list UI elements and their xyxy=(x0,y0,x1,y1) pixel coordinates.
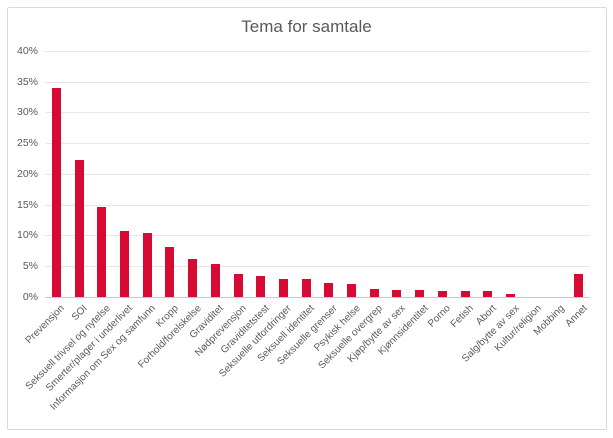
y-axis-tick-label: 5% xyxy=(22,260,38,272)
chart-border xyxy=(7,7,607,430)
x-axis-line xyxy=(45,297,590,298)
y-axis-tick-label: 35% xyxy=(16,76,38,88)
gridline xyxy=(45,174,590,175)
bar-seksuelle-overgrep xyxy=(370,289,379,297)
bar-forhold-forelskelse xyxy=(188,259,197,297)
bar-psykisk-helse xyxy=(347,284,356,297)
bar-kropp xyxy=(165,247,174,297)
gridline xyxy=(45,235,590,236)
bar-smerter-plager-i-underlivet xyxy=(120,231,129,297)
y-axis-tick-label: 20% xyxy=(16,168,38,180)
gridline xyxy=(45,143,590,144)
bar-seksuell-trivsel-og-nytelse xyxy=(97,207,106,297)
y-axis-tick-label: 15% xyxy=(16,199,38,211)
bar-graviditetstest xyxy=(256,276,265,297)
bar-graviditet xyxy=(211,264,220,297)
bar-fetish xyxy=(461,291,470,297)
bar-soi xyxy=(75,160,84,297)
bar-porno xyxy=(438,291,447,297)
y-axis-tick-label: 30% xyxy=(16,106,38,118)
y-axis-tick-label: 10% xyxy=(16,229,38,241)
chart-title: Tema for samtale xyxy=(241,17,372,36)
bar-seksuell-identitet xyxy=(302,279,311,297)
bar-kj-nnsidentitet xyxy=(415,290,424,297)
y-axis-tick-label: 25% xyxy=(16,137,38,149)
bar-kj-p-bytte-av-sex xyxy=(392,290,401,297)
gridline xyxy=(45,51,590,52)
bar-informasjon-om-sex-og-samfunn xyxy=(143,233,152,297)
gridline xyxy=(45,266,590,267)
bar-salg-bytte-av-sex xyxy=(506,294,515,297)
bar-annet xyxy=(574,274,583,297)
gridline xyxy=(45,112,590,113)
gridline xyxy=(45,82,590,83)
bar-prevensjon xyxy=(52,88,61,297)
bar-abort xyxy=(483,291,492,297)
y-axis-tick-label: 0% xyxy=(22,291,38,303)
gridline xyxy=(45,205,590,206)
bar-seksuelle-utfordringer xyxy=(279,279,288,297)
y-axis-tick-label: 40% xyxy=(16,45,38,57)
bar-seksuelle-grenser xyxy=(324,283,333,297)
bar-n-dprevensjon xyxy=(234,274,243,297)
